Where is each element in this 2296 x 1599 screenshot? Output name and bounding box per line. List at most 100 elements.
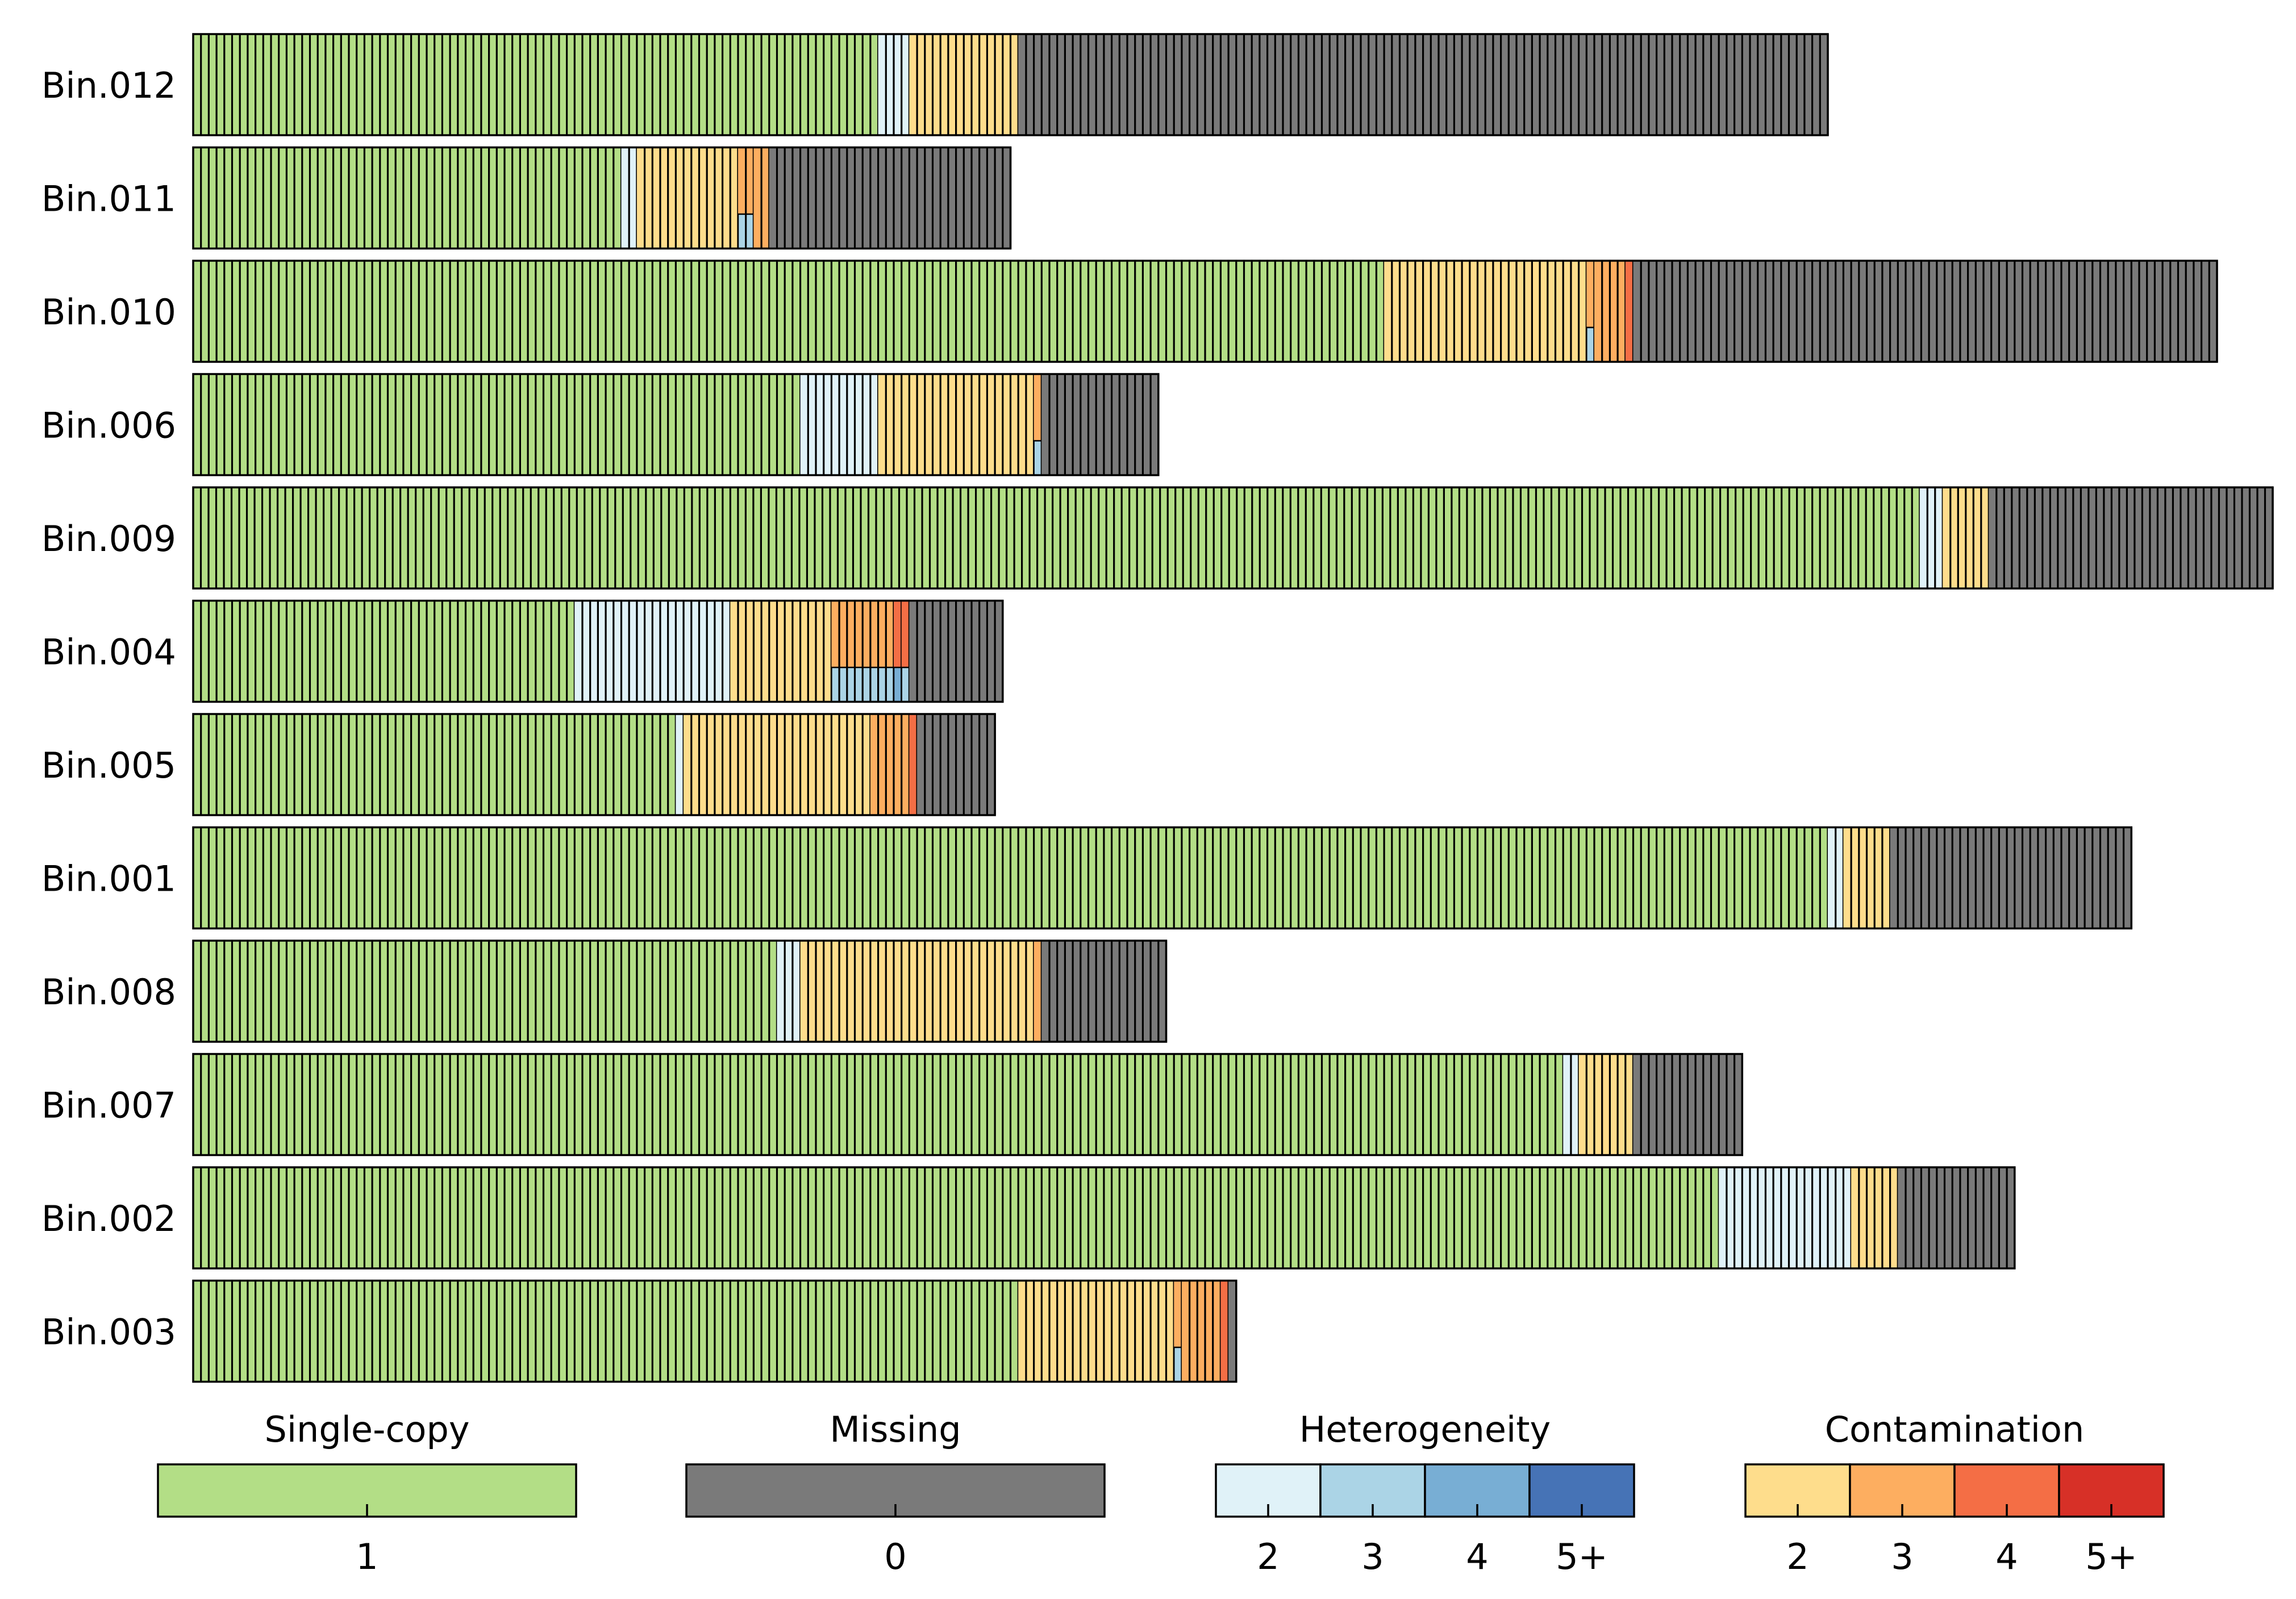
heterogeneity-overlay xyxy=(1173,1346,1183,1383)
legend-label: 4 xyxy=(1995,1536,2018,1577)
bar-outline xyxy=(192,940,1168,1043)
segment-fill xyxy=(1578,1054,1634,1155)
segment-fill xyxy=(193,147,622,249)
bar-outline xyxy=(192,260,2218,363)
segment-fill xyxy=(1898,1167,2015,1268)
bin-label: Bin.008 xyxy=(41,971,176,1013)
bar-row-bin-007: Bin.007 xyxy=(41,1053,1744,1157)
segment-contamination-4 xyxy=(909,714,918,815)
segment-missing-0 xyxy=(769,147,1012,249)
bars-group: Bin.012 Bin.011 Bin.010 Bin.006 Bin.009 Bin.0… xyxy=(41,33,2274,1383)
segment-singlecopy-1 xyxy=(193,34,880,135)
bar-row-bin-006: Bin.006 xyxy=(41,373,1160,477)
segment-contamination-4 xyxy=(893,600,903,703)
segment-singlecopy-1 xyxy=(193,261,1385,362)
segment-fill xyxy=(676,714,684,815)
heterogeneity-overlay xyxy=(1033,440,1043,476)
bar-outline xyxy=(192,1166,2016,1270)
bar-outline xyxy=(192,826,2133,930)
bin-label: Bin.005 xyxy=(41,745,176,786)
legend-singlecopy: Single-copy 1 xyxy=(157,1409,577,1577)
heterogeneity-overlay xyxy=(1586,327,1595,363)
segment-fill xyxy=(1890,827,2132,929)
legend-label: 0 xyxy=(884,1536,906,1577)
segment-contamination-2 xyxy=(1843,827,1891,929)
segment-contamination-3 xyxy=(753,147,770,249)
bin-label: Bin.003 xyxy=(41,1312,176,1353)
segment-singlecopy-1 xyxy=(193,600,576,702)
bar-outline xyxy=(192,373,1160,477)
legend-title: Missing xyxy=(830,1409,961,1450)
legend-contamination: Contamination 2 3 4 5+ xyxy=(1744,1409,2165,1577)
segment-heterogeneity-2 xyxy=(1563,1054,1580,1155)
legend-label: 3 xyxy=(1891,1536,1913,1577)
segment-contamination-2 xyxy=(636,147,739,249)
segment-contamination-2 xyxy=(1851,1167,1899,1268)
segment-missing-0 xyxy=(1018,34,1829,135)
bin-label: Bin.012 xyxy=(41,65,176,106)
segment-heterogeneity-2 xyxy=(1919,487,1944,588)
bar-row-bin-012: Bin.012 xyxy=(41,33,1829,136)
segment-contamination-2 xyxy=(1943,487,1990,588)
segment-heterogeneity-2 xyxy=(800,374,880,475)
legend-title: Contamination xyxy=(1825,1409,2085,1450)
segment-fill xyxy=(636,147,738,249)
legend-label: 2 xyxy=(1786,1536,1809,1577)
segment-missing-0 xyxy=(1041,374,1160,475)
bin-label: Bin.009 xyxy=(41,518,176,560)
bar-row-bin-005: Bin.005 xyxy=(41,713,996,816)
segment-contamination-2 xyxy=(1384,261,1587,362)
segment-heterogeneity-2 xyxy=(878,34,911,135)
segment-heterogeneity-2 xyxy=(621,147,638,249)
segment-missing-0 xyxy=(909,600,1004,702)
segment-heterogeneity-2 xyxy=(777,941,802,1042)
segment-fill xyxy=(193,487,1920,588)
legend-label: 2 xyxy=(1257,1536,1279,1577)
segment-fill xyxy=(193,261,1385,362)
segment-contamination-3 xyxy=(1181,1280,1222,1382)
segment-missing-0 xyxy=(1633,1054,1743,1155)
bin-label: Bin.007 xyxy=(41,1085,176,1126)
legend-label: 4 xyxy=(1466,1536,1488,1577)
segment-singlecopy-1 xyxy=(193,1054,1564,1155)
segment-fill xyxy=(1041,374,1159,475)
bar-row-bin-010: Bin.010 xyxy=(41,260,2218,363)
bin-label: Bin.001 xyxy=(41,858,176,900)
bar-outline xyxy=(192,713,996,816)
segment-fill xyxy=(193,941,777,1042)
bin-label: Bin.002 xyxy=(41,1198,176,1239)
segment-contamination-4 xyxy=(901,600,911,703)
segment-singlecopy-1 xyxy=(193,827,1829,929)
segment-heterogeneity-2 xyxy=(676,714,685,815)
segment-fill xyxy=(1719,1167,1852,1268)
segment-missing-0 xyxy=(1041,941,1168,1042)
segment-fill xyxy=(1919,487,1943,588)
segment-heterogeneity-2 xyxy=(1828,827,1844,929)
segment-contamination-3 xyxy=(870,714,911,815)
segment-contamination-2 xyxy=(878,374,1035,475)
segment-fill xyxy=(870,714,910,815)
bar-row-bin-002: Bin.002 xyxy=(41,1166,2016,1270)
bar-outline xyxy=(192,486,2274,590)
bar-outline xyxy=(192,33,1829,136)
segment-contamination-4 xyxy=(1625,261,1635,362)
segment-fill xyxy=(193,600,575,702)
segment-heterogeneity-2 xyxy=(1719,1167,1852,1268)
segment-heterogeneity-2 xyxy=(574,600,731,702)
segment-contamination-3 xyxy=(831,600,895,703)
segment-missing-0 xyxy=(917,714,996,815)
legend-missing: Missing 0 xyxy=(685,1409,1106,1577)
segment-missing-0 xyxy=(1633,261,2218,362)
legend-title: Single-copy xyxy=(264,1409,469,1450)
legend-label: 5+ xyxy=(2085,1536,2137,1577)
segment-contamination-3 xyxy=(1173,1280,1183,1383)
segment-fill xyxy=(1181,1280,1221,1382)
legend-label: 3 xyxy=(1361,1536,1384,1577)
segment-singlecopy-1 xyxy=(193,487,1921,588)
segment-contamination-2 xyxy=(730,600,833,702)
segment-fill xyxy=(1228,1280,1236,1382)
segment-contamination-2 xyxy=(684,714,872,815)
bin-label: Bin.011 xyxy=(41,178,176,220)
